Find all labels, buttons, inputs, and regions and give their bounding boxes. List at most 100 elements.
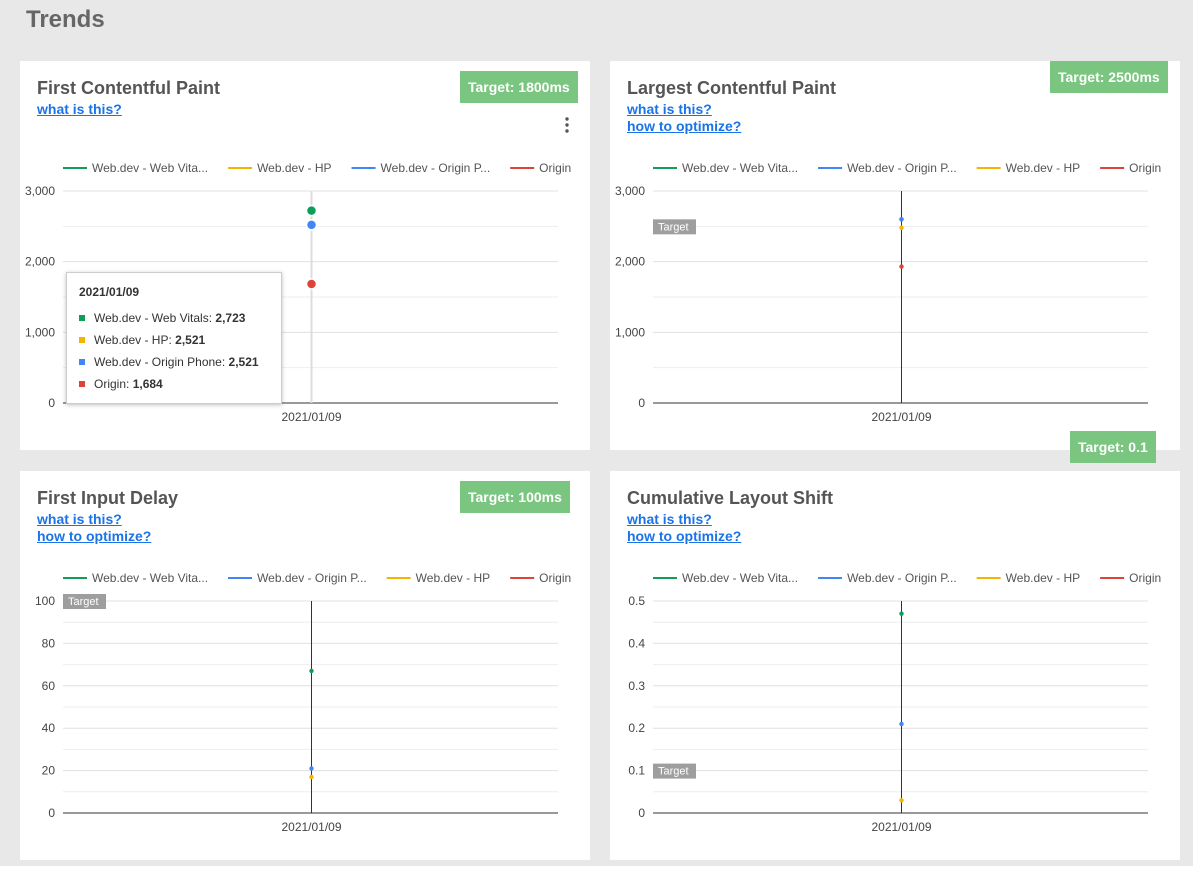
data-point (305, 204, 318, 217)
target-label: Target (653, 219, 696, 235)
data-point (305, 219, 318, 231)
legend-label: Origin (1129, 571, 1161, 585)
y-tick-label: 0 (638, 806, 645, 820)
data-point (899, 798, 904, 803)
y-tick-label: 0.3 (628, 679, 645, 693)
tooltip-row-value: 2,521 (175, 333, 206, 347)
legend-label: Web.dev - HP (416, 571, 490, 585)
legend-swatch (79, 314, 85, 321)
target-label: Target (653, 763, 696, 779)
card-title: First Contentful Paint (37, 78, 220, 98)
bottom-strip (0, 866, 1193, 869)
y-tick-label: 20 (42, 764, 56, 778)
x-tick-label: 2021/01/09 (281, 820, 341, 834)
legend-label: Origin (1129, 161, 1161, 175)
legend-swatch (79, 336, 85, 343)
legend-label: Origin (539, 571, 571, 585)
more-vert-icon[interactable] (559, 115, 575, 135)
card-title: Largest Contentful Paint (627, 78, 837, 98)
data-point (899, 225, 904, 230)
tooltip-row-label: Origin: (94, 377, 133, 391)
legend-swatch (79, 380, 85, 387)
data-point (899, 217, 904, 222)
y-tick-label: 1,000 (25, 325, 55, 339)
y-tick-label: 0.2 (628, 721, 645, 735)
target-badge: Target: 1800ms (460, 71, 578, 103)
chart-largest-contentful-paint: Web.dev - Web Vita... Web.dev - Origin P.… (615, 161, 1161, 424)
tooltip-row-label: Web.dev - Origin Phone: (94, 355, 229, 369)
tooltip-row-value: 2,723 (215, 311, 246, 325)
y-tick-label: 40 (42, 721, 56, 735)
legend-label: Web.dev - HP (1006, 571, 1080, 585)
legend-label: Web.dev - Origin P... (381, 161, 491, 175)
target-badge: Target: 100ms (460, 481, 570, 513)
card-cumulative-layout-shift: Cumulative Layout Shift what is this? ho… (610, 471, 1180, 860)
y-tick-label: 2,000 (615, 255, 645, 269)
tooltip-date: 2021/01/09 (79, 285, 140, 299)
data-point (899, 721, 904, 727)
target-label-text: Target (658, 221, 689, 233)
x-tick-label: 2021/01/09 (871, 410, 931, 424)
data-point (309, 774, 314, 780)
data-point (309, 668, 314, 674)
legend-label: Web.dev - Web Vita... (682, 161, 798, 175)
tooltip-row-value: 1,684 (132, 377, 163, 391)
y-tick-label: 3,000 (25, 184, 55, 198)
tooltip-row: Origin: 1,684 (79, 377, 163, 391)
what-is-this-link[interactable]: what is this? (627, 101, 712, 117)
target-badge: Target: 0.1 (1070, 431, 1156, 463)
legend-label: Web.dev - Origin P... (847, 161, 957, 175)
data-point (309, 766, 314, 771)
data-point (899, 264, 904, 269)
target-label-box (63, 594, 106, 609)
what-is-this-link[interactable]: what is this? (37, 101, 122, 117)
y-tick-label: 60 (42, 679, 56, 693)
tooltip-row-label: Web.dev - Web Vitals: (94, 311, 216, 325)
y-tick-label: 0 (638, 396, 645, 410)
target-label-box (653, 219, 696, 235)
tooltip-row-value: 2,521 (228, 355, 259, 369)
y-tick-label: 1,000 (615, 325, 645, 339)
legend-label: Web.dev - Web Vita... (92, 571, 208, 585)
y-tick-label: 0 (48, 396, 55, 410)
legend-label: Web.dev - Web Vita... (92, 161, 208, 175)
tooltip-row: Web.dev - Origin Phone: 2,521 (79, 355, 259, 369)
what-is-this-link[interactable]: what is this? (37, 511, 122, 527)
y-tick-label: 100 (35, 594, 55, 608)
chart-first-input-delay: Web.dev - Web Vita... Web.dev - Origin P.… (35, 571, 571, 834)
what-is-this-link[interactable]: what is this? (627, 511, 712, 527)
card-title: Cumulative Layout Shift (627, 488, 834, 508)
how-to-optimize-link[interactable]: how to optimize? (37, 528, 152, 544)
data-point (899, 611, 904, 616)
target-label-box (653, 763, 696, 779)
card-largest-contentful-paint: Largest Contentful Paint what is this? h… (610, 61, 1180, 450)
y-tick-label: 2,000 (25, 255, 55, 269)
target-label-text: Target (68, 596, 99, 608)
data-point (305, 219, 318, 231)
x-tick-label: 2021/01/09 (871, 820, 931, 834)
chart-tooltip: 2021/01/09 Web.dev - Web Vitals: 2,723 W… (66, 272, 282, 404)
y-tick-label: 0.4 (628, 636, 645, 650)
how-to-optimize-link[interactable]: how to optimize? (627, 528, 742, 544)
y-tick-label: 80 (42, 636, 56, 650)
legend-label: Web.dev - Origin P... (257, 571, 367, 585)
legend-label: Web.dev - HP (257, 161, 331, 175)
legend-label: Web.dev - HP (1006, 161, 1080, 175)
target-label: Target (63, 594, 106, 609)
tooltip-row-label: Web.dev - HP: (94, 333, 176, 347)
x-tick-label: 2021/01/09 (281, 410, 341, 424)
chart-cumulative-layout-shift: Web.dev - Web Vita... Web.dev - Origin P.… (628, 571, 1161, 834)
target-label-text: Target (658, 766, 689, 778)
tooltip-row: Web.dev - HP: 2,521 (79, 333, 205, 347)
legend-swatch (79, 358, 85, 365)
card-title: First Input Delay (37, 488, 179, 508)
card-first-contentful-paint: First Contentful Paint what is this? Tar… (20, 61, 590, 450)
card-first-input-delay: First Input Delay what is this? how to o… (20, 471, 590, 860)
target-badge: Target: 2500ms (1050, 61, 1168, 93)
y-tick-label: 0.1 (628, 764, 645, 778)
y-tick-label: 0.5 (628, 594, 645, 608)
y-tick-label: 0 (48, 806, 55, 820)
legend-label: Web.dev - Origin P... (847, 571, 957, 585)
page-title: Trends (26, 6, 105, 33)
how-to-optimize-link[interactable]: how to optimize? (627, 118, 742, 134)
